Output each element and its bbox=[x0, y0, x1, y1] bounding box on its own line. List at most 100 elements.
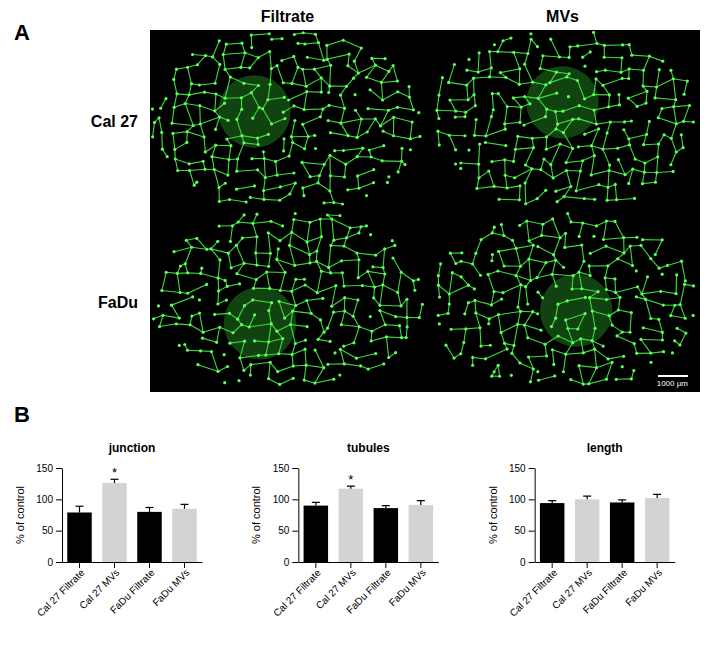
bars bbox=[67, 479, 197, 562]
tubule bbox=[643, 239, 663, 240]
junction-node bbox=[487, 322, 490, 325]
junction-node bbox=[374, 64, 377, 67]
tubule bbox=[528, 39, 531, 53]
tubule bbox=[253, 221, 271, 223]
junction-node bbox=[601, 84, 604, 87]
junction-node bbox=[400, 336, 403, 339]
junction-node bbox=[556, 303, 559, 306]
tubule bbox=[252, 158, 264, 159]
junction-node bbox=[283, 271, 286, 274]
junction-node bbox=[262, 198, 265, 201]
tubule bbox=[307, 237, 321, 242]
tubule bbox=[514, 324, 518, 345]
tubule bbox=[385, 324, 399, 326]
junction-node bbox=[245, 200, 248, 203]
tubule bbox=[376, 249, 385, 255]
junction-node bbox=[682, 93, 685, 96]
junction-node bbox=[618, 103, 621, 106]
tubule bbox=[279, 301, 296, 305]
junction-node bbox=[583, 65, 586, 68]
junction-node bbox=[504, 76, 507, 79]
tubule bbox=[607, 297, 621, 299]
tubule bbox=[591, 156, 594, 175]
junction-node bbox=[559, 142, 562, 145]
tubule bbox=[603, 85, 609, 95]
junction-node bbox=[387, 70, 390, 73]
junction-node bbox=[592, 31, 595, 34]
junction-node bbox=[360, 46, 363, 49]
tubule bbox=[542, 235, 560, 237]
junction-node bbox=[170, 122, 173, 125]
tubule bbox=[618, 297, 620, 310]
tubule bbox=[161, 132, 163, 149]
tubule bbox=[525, 325, 541, 330]
tubule bbox=[185, 104, 199, 106]
tubule bbox=[583, 223, 597, 226]
junction-node bbox=[484, 357, 487, 360]
junction-node bbox=[250, 91, 253, 94]
tubule bbox=[494, 186, 507, 188]
junction-node bbox=[454, 109, 457, 112]
tubule bbox=[305, 136, 309, 148]
junction-node bbox=[289, 323, 292, 326]
junction-node bbox=[327, 91, 330, 94]
junction-node bbox=[499, 331, 502, 334]
tubule bbox=[305, 349, 306, 365]
junction-node bbox=[203, 91, 206, 94]
junction-node bbox=[581, 159, 584, 162]
well-center bbox=[224, 287, 296, 359]
tubule bbox=[310, 219, 320, 222]
junction-node bbox=[188, 162, 191, 165]
junction-node bbox=[186, 66, 189, 69]
tubule bbox=[552, 274, 573, 275]
tubule bbox=[200, 117, 219, 124]
junction-node bbox=[249, 196, 252, 199]
junction-node bbox=[216, 370, 219, 373]
tubule bbox=[175, 159, 177, 170]
junction-node bbox=[243, 51, 246, 54]
tubule bbox=[550, 77, 567, 83]
micrograph bbox=[425, 30, 700, 211]
junction-node bbox=[176, 169, 179, 172]
junction-node bbox=[262, 150, 265, 153]
junction-node bbox=[292, 218, 295, 221]
junction-node bbox=[229, 75, 232, 78]
junction-node bbox=[536, 197, 539, 200]
tubule bbox=[567, 77, 578, 81]
tubule bbox=[579, 272, 582, 289]
tubule bbox=[329, 105, 344, 108]
tubule bbox=[581, 339, 584, 353]
tubule bbox=[450, 253, 455, 263]
tubule bbox=[563, 119, 572, 132]
junction-node bbox=[370, 57, 373, 60]
tubule bbox=[630, 313, 631, 333]
junction-node bbox=[352, 315, 355, 318]
tubule bbox=[552, 274, 556, 286]
junction-node bbox=[262, 189, 265, 192]
junction-node bbox=[258, 106, 261, 109]
junction-node bbox=[492, 290, 495, 293]
junction-node bbox=[635, 269, 638, 272]
junction-node bbox=[305, 240, 308, 243]
tubule bbox=[230, 226, 232, 242]
junction-node bbox=[228, 312, 231, 315]
tubule bbox=[644, 143, 659, 145]
tubule bbox=[393, 117, 394, 135]
tubule bbox=[251, 35, 253, 48]
tubule bbox=[499, 199, 519, 201]
tubule bbox=[380, 310, 385, 324]
junction-node bbox=[313, 134, 316, 137]
junction-node bbox=[609, 120, 612, 123]
junction-node bbox=[356, 174, 359, 177]
junction-node bbox=[578, 235, 581, 238]
tubule bbox=[344, 164, 345, 177]
junction-node bbox=[475, 118, 478, 121]
tubule bbox=[643, 86, 657, 88]
junction-node bbox=[692, 120, 695, 123]
tubule bbox=[655, 240, 662, 255]
tubule bbox=[541, 159, 544, 169]
tubule bbox=[358, 271, 368, 277]
junction-node bbox=[684, 317, 687, 320]
junction-node bbox=[209, 247, 212, 250]
tubule bbox=[657, 144, 659, 157]
